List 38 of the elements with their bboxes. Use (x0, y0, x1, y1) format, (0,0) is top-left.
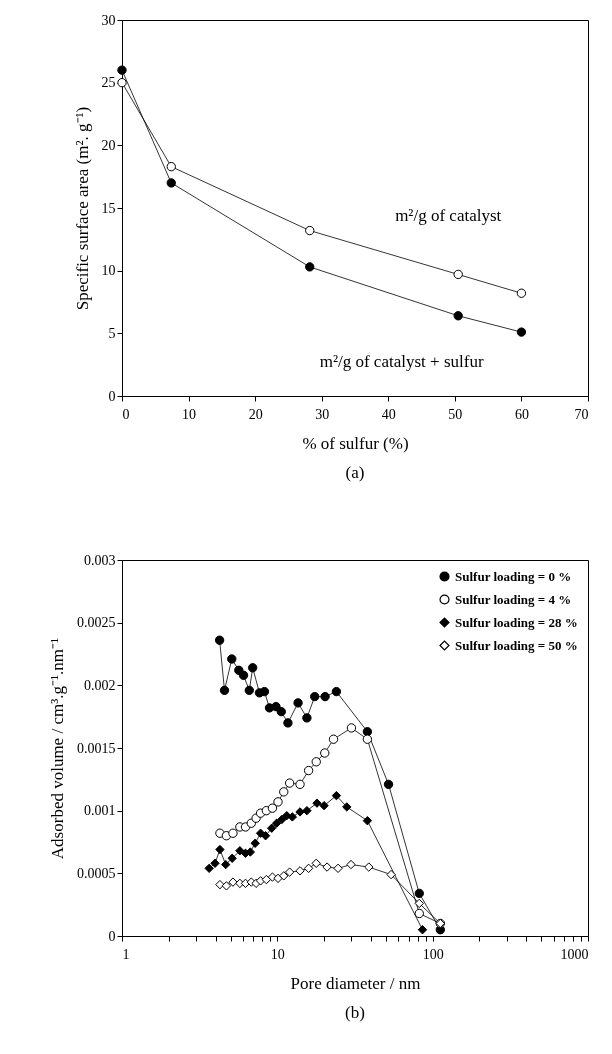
legend-label: Sulfur loading = 50 % (455, 637, 578, 653)
series-label: m²/g of catalyst (395, 205, 502, 225)
legend-label: Sulfur loading = 0 % (455, 568, 572, 584)
legend-label: Sulfur loading = 28 % (455, 614, 578, 630)
y-tick-label: 5 (108, 325, 116, 341)
y-tick-label: 15 (101, 200, 116, 216)
y-tick-label: 0.002 (84, 677, 116, 693)
y-tick-label: 0.003 (84, 552, 116, 568)
x-tick-label: 1000 (560, 946, 589, 962)
text: (b) (345, 1003, 365, 1022)
y-tick-label: 0.0015 (77, 740, 116, 756)
x-tick-label: 1 (122, 946, 130, 962)
y-tick-label: 10 (101, 263, 116, 279)
x-tick-label: 70 (574, 406, 589, 422)
y-tick-label: 20 (101, 137, 116, 153)
y-tick-label: 0.0025 (77, 615, 116, 631)
y-axis-title: Specific surface area (m². g⁻¹) (72, 106, 92, 311)
x-axis-title: % of sulfur (%) (302, 433, 409, 453)
x-tick-label: 20 (248, 406, 263, 422)
y-axis-title: Adsorbed volume / cm³.g⁻¹.nm⁻¹ (48, 637, 67, 860)
y-tick-label: 0.0005 (77, 865, 116, 881)
x-tick-label: 30 (315, 406, 330, 422)
y-tick-label: 0 (108, 928, 116, 944)
x-tick-label: 40 (381, 406, 396, 422)
text: (a) (345, 463, 365, 482)
x-tick-label: 10 (182, 406, 197, 422)
y-tick-label: 25 (101, 75, 116, 91)
legend-label: Sulfur loading = 4 % (455, 591, 572, 607)
x-tick-label: 100 (422, 946, 444, 962)
x-axis-title: Pore diameter / nm (290, 973, 421, 993)
series-label: m²/g of catalyst + sulfur (319, 352, 484, 372)
x-tick-label: 10 (270, 946, 285, 962)
y-tick-label: 0.001 (84, 803, 116, 819)
x-tick-label: 60 (514, 406, 529, 422)
x-tick-label: 50 (448, 406, 463, 422)
x-tick-label: 0 (122, 406, 130, 422)
y-tick-label: 0 (108, 388, 116, 404)
y-tick-label: 30 (101, 12, 116, 28)
